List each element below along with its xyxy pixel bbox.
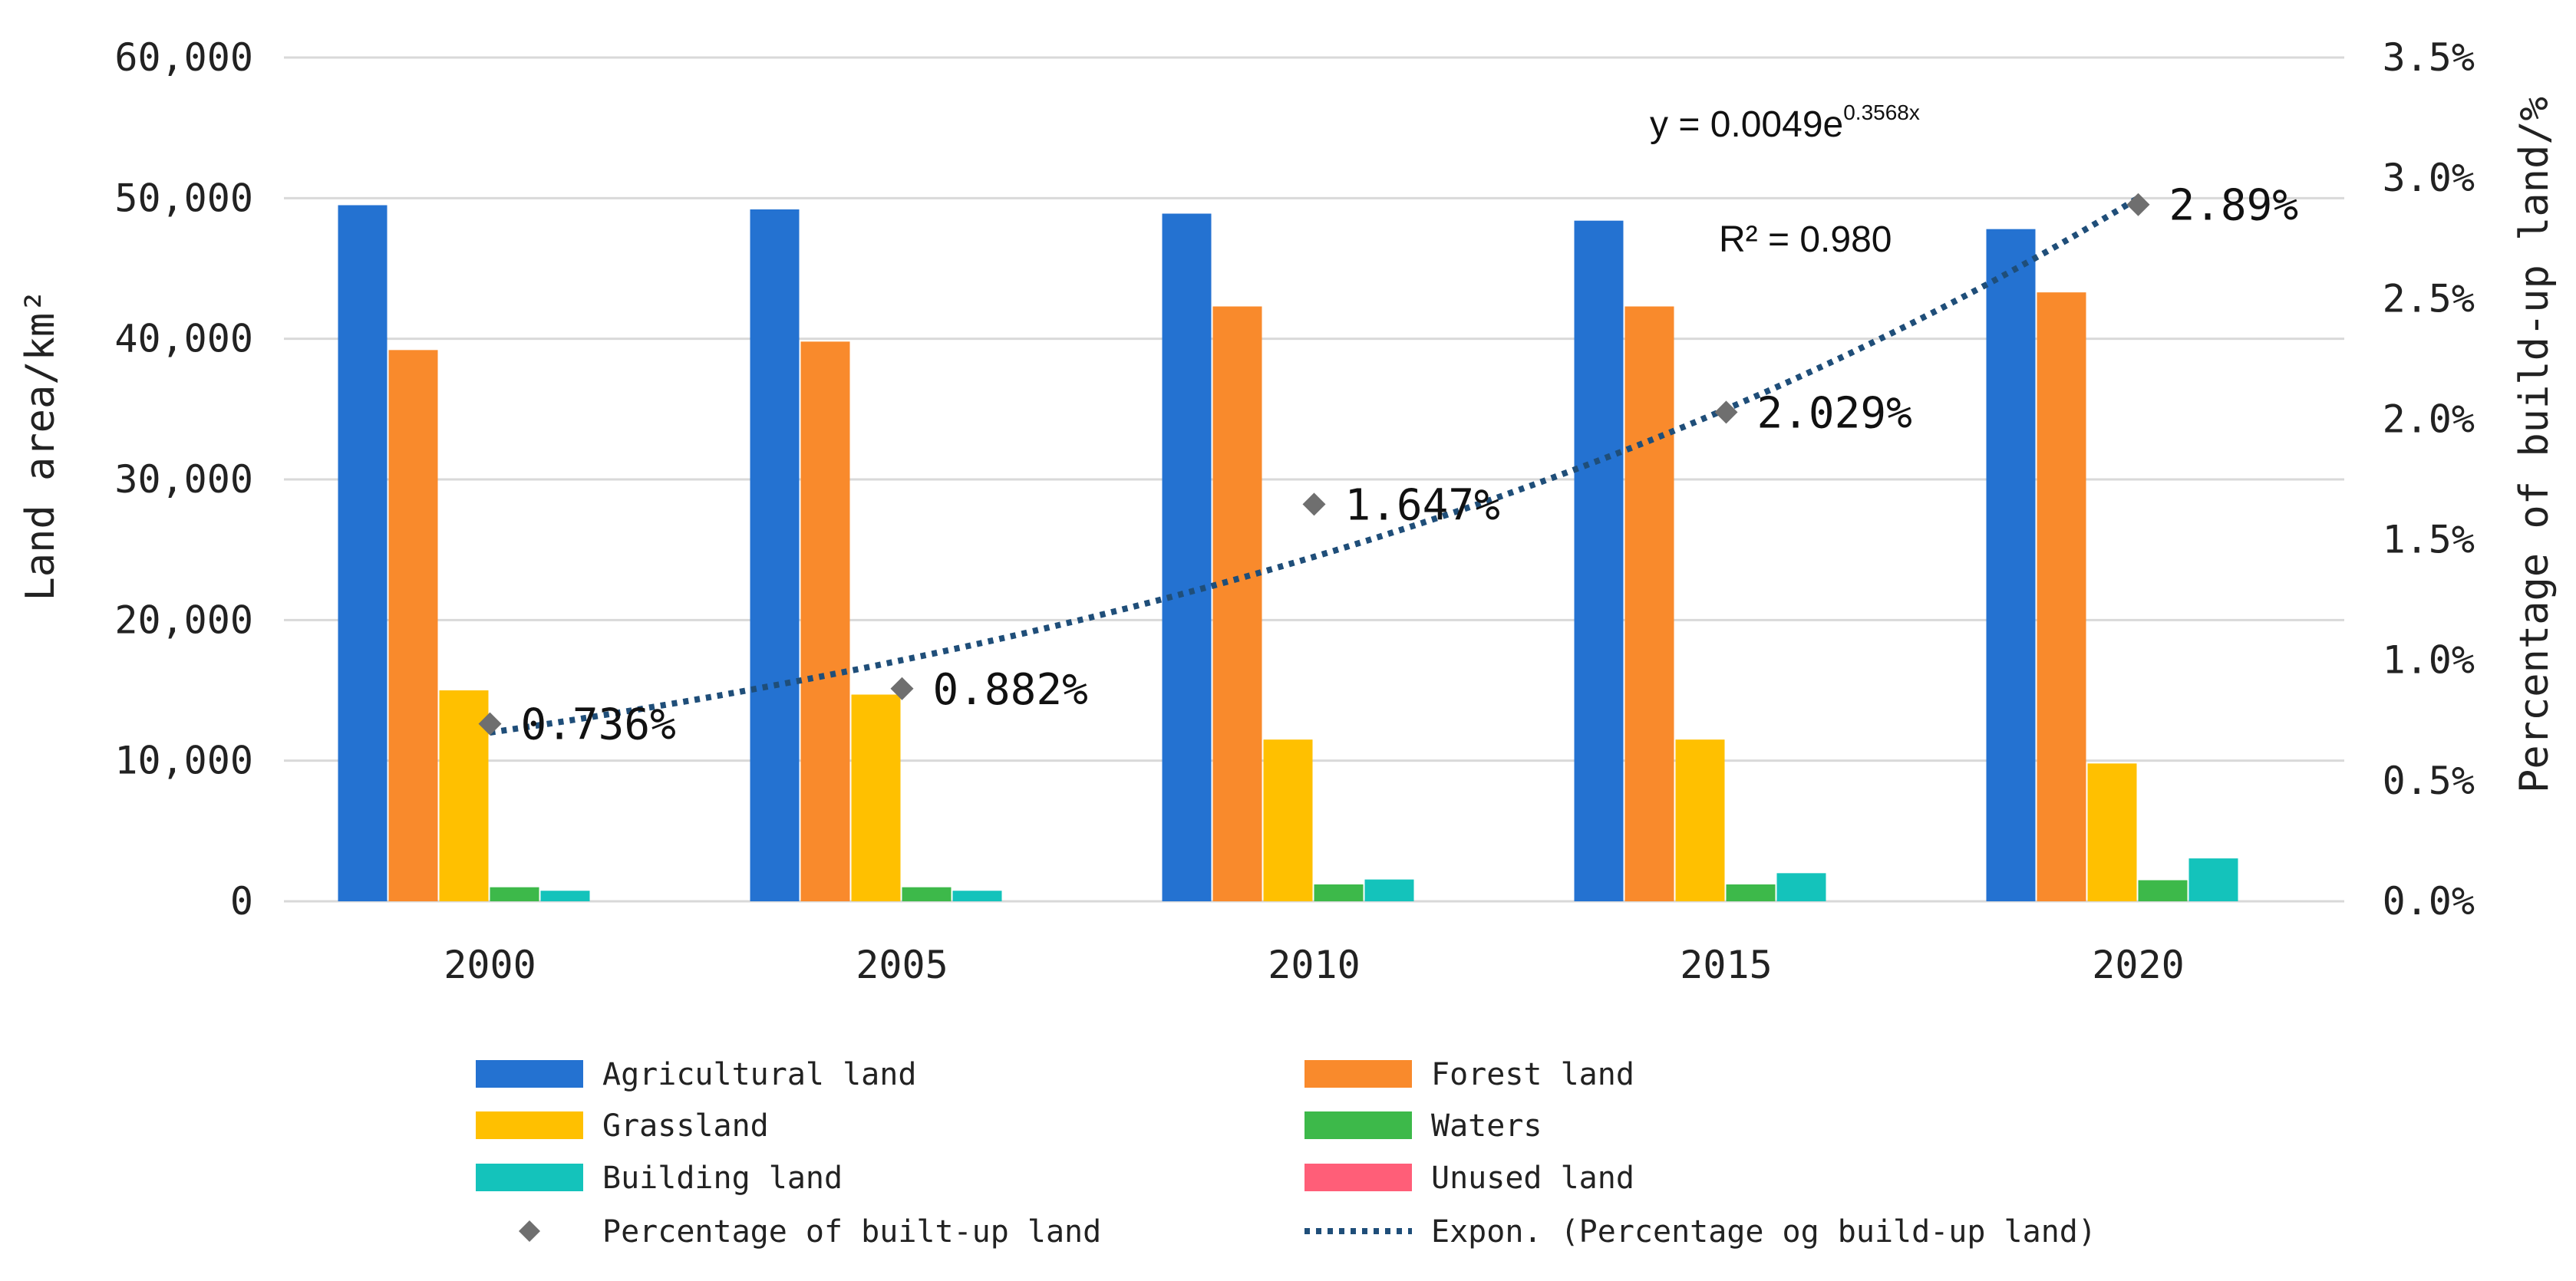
x-tick-label: 2010 [1268, 943, 1360, 987]
legend-label: Building land [602, 1161, 843, 1196]
legend-marker [519, 1220, 540, 1242]
legend-label: Expon. (Percentage og build-up land) [1431, 1214, 2096, 1250]
bar-building-land [952, 891, 1002, 901]
legend-label: Unused land [1431, 1161, 1634, 1196]
y-right-tick-label: 1.5% [2383, 518, 2475, 562]
bar-grassland [2087, 763, 2137, 901]
legend-label: Forest land [1431, 1057, 1634, 1092]
x-tick-label: 2005 [856, 943, 948, 987]
trendline-path [489, 195, 2140, 736]
y-left-tick-label: 50,000 [114, 176, 253, 220]
legend: Agricultural land Forest land Grassland Wat… [476, 1057, 2096, 1250]
legend-label: Grassland [602, 1108, 769, 1144]
percentage-marker [2126, 193, 2150, 216]
bar-building-land [540, 891, 590, 901]
y-left-tick-label: 40,000 [114, 317, 253, 361]
equation-exponent: 0.3568x [1843, 100, 1920, 124]
bar-waters [902, 887, 952, 901]
trendline-equation: y = 0.0049e0.3568x [1650, 100, 1920, 145]
y-right-tick-label: 3.5% [2383, 35, 2475, 80]
bar-grassland [1263, 739, 1313, 901]
y-right-tick-label: 1.0% [2383, 638, 2475, 683]
bar-grassland [851, 694, 901, 901]
percentage-marker [890, 677, 914, 700]
percentage-data-label: 2.89% [2169, 181, 2299, 231]
bar-agricultural-land [750, 209, 800, 901]
bar-building-land [1776, 873, 1826, 901]
legend-label: Percentage of built-up land [602, 1214, 1101, 1250]
legend-swatch [476, 1060, 583, 1088]
line-markers [478, 193, 2150, 736]
percentage-data-label: 0.736% [521, 700, 676, 750]
percentage-marker [1302, 492, 1326, 516]
data-labels: 0.736% 0.882% 1.647% 2.029% 2.89% [521, 181, 2299, 750]
y-left-tick-label: 30,000 [114, 457, 253, 502]
y-axis-left-title: Land area/km² [18, 289, 64, 601]
y-left-tick-label: 0 [230, 879, 253, 924]
gridlines [284, 56, 2344, 903]
bar-waters [2138, 880, 2188, 901]
legend-swatch [1304, 1164, 1412, 1191]
y-right-tick-label: 0.0% [2383, 879, 2475, 924]
y-left-tick-label: 10,000 [114, 739, 253, 783]
equation-base: y = 0.0049e [1650, 104, 1843, 145]
bar-forest-land [800, 341, 850, 901]
bar-forest-land [2037, 292, 2086, 902]
y-left-tick-label: 60,000 [114, 35, 253, 80]
x-tick-label: 2000 [444, 943, 536, 987]
x-tick-label: 2020 [2092, 943, 2184, 987]
y-right-tick-label: 3.0% [2383, 156, 2475, 200]
bar-building-land [2188, 858, 2238, 901]
legend-swatch [1304, 1111, 1412, 1139]
bar-agricultural-land [1162, 213, 1212, 901]
bar-agricultural-land [1986, 229, 2036, 902]
bar-agricultural-land [1574, 220, 1624, 902]
y-right-tick-label: 2.0% [2383, 397, 2475, 441]
bar-building-land [1364, 879, 1414, 901]
percentage-marker [1714, 400, 1738, 424]
legend-label: Agricultural land [602, 1057, 916, 1092]
x-tick-label: 2015 [1680, 943, 1772, 987]
y-right-tick-label: 0.5% [2383, 759, 2475, 803]
y-axis-right-title: Percentage of build-up land/% [2512, 97, 2558, 793]
legend-swatch [476, 1111, 583, 1139]
bar-forest-land [1624, 306, 1674, 901]
bar-waters [1726, 884, 1776, 901]
percentage-data-label: 0.882% [933, 665, 1088, 715]
bar-grassland [1675, 739, 1725, 901]
bar-waters [490, 887, 539, 901]
bar-forest-land [1212, 306, 1262, 901]
bar-waters [1314, 884, 1364, 901]
bar-agricultural-land [338, 205, 388, 901]
axes: 0 10,000 20,000 30,000 40,000 50,000 60,000 0.0… [114, 35, 2475, 987]
y-left-tick-label: 20,000 [114, 598, 253, 642]
trendline-r-squared: R² = 0.980 [1719, 219, 1892, 260]
percentage-data-label: 2.029% [1757, 388, 1912, 438]
legend-swatch [1304, 1060, 1412, 1088]
percentage-data-label: 1.647% [1345, 480, 1500, 530]
y-right-tick-label: 2.5% [2383, 276, 2475, 321]
bar-forest-land [388, 350, 438, 901]
bars [338, 205, 2238, 902]
percentage-marker [478, 712, 502, 736]
trendline-layer [489, 195, 2140, 736]
legend-swatch [476, 1164, 583, 1191]
legend-label: Waters [1431, 1108, 1542, 1144]
